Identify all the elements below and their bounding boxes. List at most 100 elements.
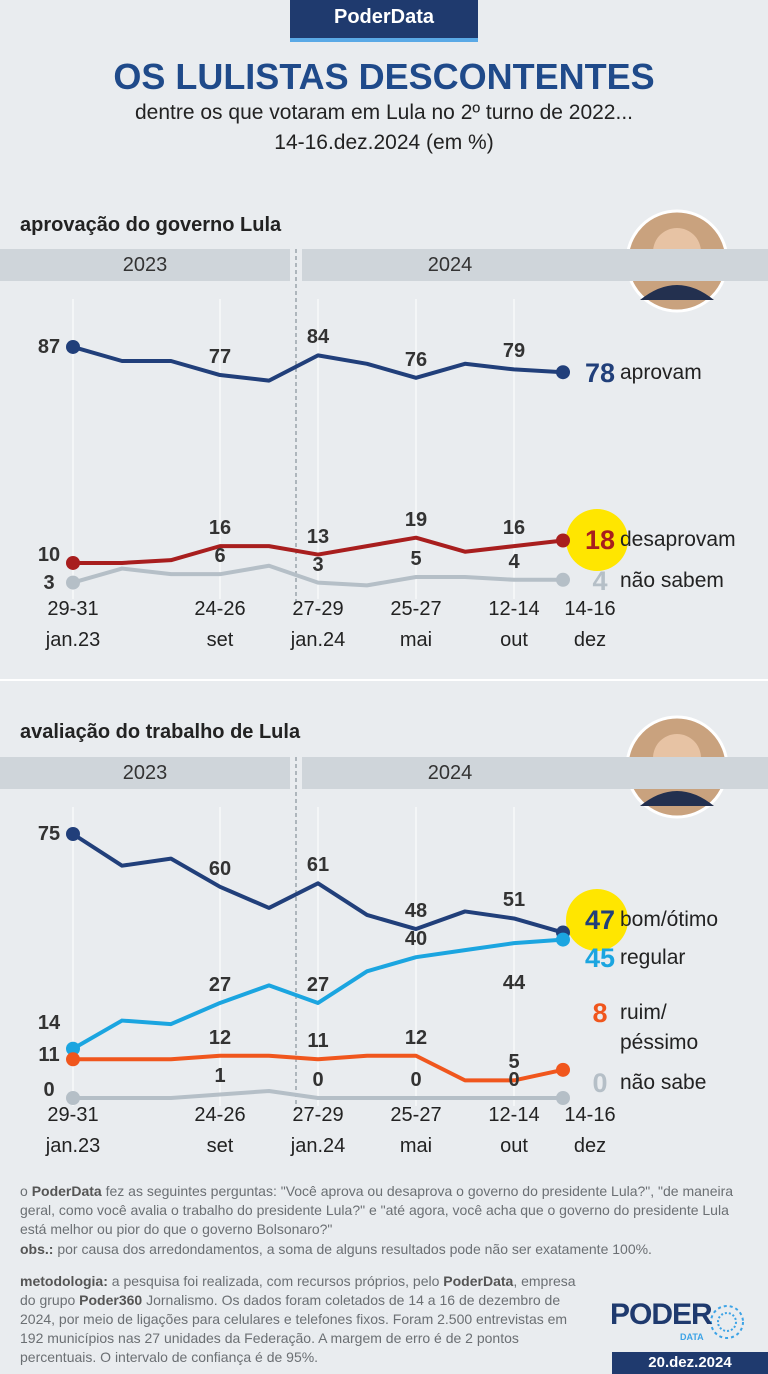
data-label: 87	[37, 335, 61, 358]
point-marker	[66, 1041, 80, 1056]
data-label: 3	[43, 571, 55, 594]
brand-underline	[290, 38, 478, 42]
year-label: 2023	[122, 762, 168, 784]
data-label: 0	[410, 1069, 422, 1091]
x-tick-label: 14-16 dez	[564, 1104, 616, 1157]
logo: PODER	[610, 1298, 713, 1331]
year-label: 2024	[427, 254, 473, 276]
note-text: o	[20, 1183, 32, 1199]
x-tick-label: 14-16 dez	[564, 598, 616, 651]
note-bold: Poder360	[79, 1292, 143, 1308]
note-text: , empresa do grupo	[20, 1273, 576, 1308]
note-bold: PoderData	[31, 1183, 102, 1199]
series-line	[73, 535, 564, 565]
brand: PoderData	[333, 6, 435, 28]
data-label: 16	[502, 517, 526, 540]
note-bold: metodologia:	[20, 1273, 108, 1289]
data-label: 61	[306, 854, 330, 877]
year-label: 2023	[122, 254, 168, 276]
data-label: 0	[312, 1069, 324, 1091]
point-marker	[66, 339, 80, 354]
data-label: 16	[208, 517, 232, 540]
legend-label: bom/ótimo	[620, 908, 719, 931]
series-line	[73, 1088, 563, 1100]
legend-label: não sabem	[620, 569, 724, 592]
end-value: 78	[584, 358, 616, 388]
series-line	[72, 563, 563, 588]
x-tick-label: 24-26 set	[194, 598, 246, 651]
x-tick-label: 29-31 jan.23	[45, 598, 101, 651]
year-band	[302, 757, 768, 789]
legend-label: regular	[620, 946, 686, 969]
brand-box	[290, 0, 478, 38]
x-tick-label: 12-14 out	[488, 1104, 540, 1157]
data-label: 40	[404, 928, 428, 951]
data-label: 12	[208, 1026, 232, 1049]
data-label: 75	[37, 823, 61, 845]
data-label: 13	[306, 525, 330, 548]
note-text: a pesquisa foi realizada, com recursos p…	[107, 1273, 444, 1289]
year-band	[0, 249, 290, 281]
data-label: 10	[37, 543, 61, 566]
series-line	[71, 832, 564, 935]
point-marker	[556, 1091, 570, 1105]
year-band	[302, 249, 768, 281]
end-value: 0	[592, 1068, 608, 1098]
year-band	[0, 757, 290, 789]
data-label: 6	[214, 545, 226, 568]
x-tick-label: 27-29 jan.24	[290, 1104, 346, 1157]
highlight	[566, 889, 628, 951]
end-value: 45	[584, 943, 616, 973]
data-label: 51	[502, 889, 526, 912]
highlight	[566, 509, 628, 571]
point-marker	[556, 572, 570, 587]
note-text: fez as seguintes perguntas: "Você aprova…	[20, 1183, 734, 1237]
data-label: 5	[508, 1051, 520, 1074]
data-label: 12	[404, 1026, 428, 1049]
year-label: 2024	[427, 762, 473, 784]
x-tick-label: 24-26 set	[194, 1104, 246, 1157]
data-label: 19	[404, 508, 428, 531]
series-line	[72, 345, 564, 383]
series-line	[73, 1053, 564, 1083]
note-text: Jornalismo. Os dados foram coletados de …	[20, 1292, 568, 1365]
data-label: 84	[306, 326, 330, 349]
end-value: 47	[584, 905, 616, 935]
note-bold: obs.:	[20, 1241, 54, 1257]
data-label: 11	[307, 1030, 329, 1053]
legend-label: não sabe	[620, 1071, 707, 1094]
x-tick-label: 25-27 mai	[390, 598, 442, 651]
data-label: 14	[37, 1011, 61, 1034]
data-label: 1	[214, 1065, 226, 1088]
data-label: 77	[208, 346, 232, 368]
data-label: 44	[502, 972, 526, 995]
data-label: 4	[508, 550, 520, 573]
point-marker	[66, 827, 80, 841]
data-label: 27	[208, 973, 232, 996]
legend-label: ruim/ péssimo	[620, 1001, 699, 1054]
point-marker	[66, 555, 80, 570]
data-label: 11	[38, 1044, 60, 1067]
point-marker	[556, 365, 570, 380]
note-text: por causa dos arredondamentos, a soma de…	[53, 1241, 652, 1257]
x-tick-label: 29-31 jan.23	[45, 1104, 101, 1157]
data-label: 0	[43, 1079, 55, 1101]
data-label: 60	[208, 857, 232, 880]
series-line	[72, 937, 564, 1051]
x-tick-label: 12-14 out	[488, 598, 540, 651]
section-title: aprovação do governo Lula	[20, 214, 282, 236]
legend-label: aprovam	[620, 361, 702, 384]
data-label: 5	[410, 547, 422, 570]
data-label: 3	[312, 553, 324, 576]
data-label: 48	[404, 900, 428, 923]
data-label: 79	[502, 340, 526, 363]
x-tick-label: 25-27 mai	[390, 1104, 442, 1157]
date: 20.dez.2024	[648, 1354, 732, 1371]
data-label: 0	[508, 1069, 520, 1091]
data-label: 27	[306, 973, 330, 996]
subtitle: dentre os que votaram em Lula no 2º turn…	[135, 101, 633, 124]
x-tick-label: 27-29 jan.24	[290, 598, 346, 651]
point-marker	[66, 1091, 80, 1105]
